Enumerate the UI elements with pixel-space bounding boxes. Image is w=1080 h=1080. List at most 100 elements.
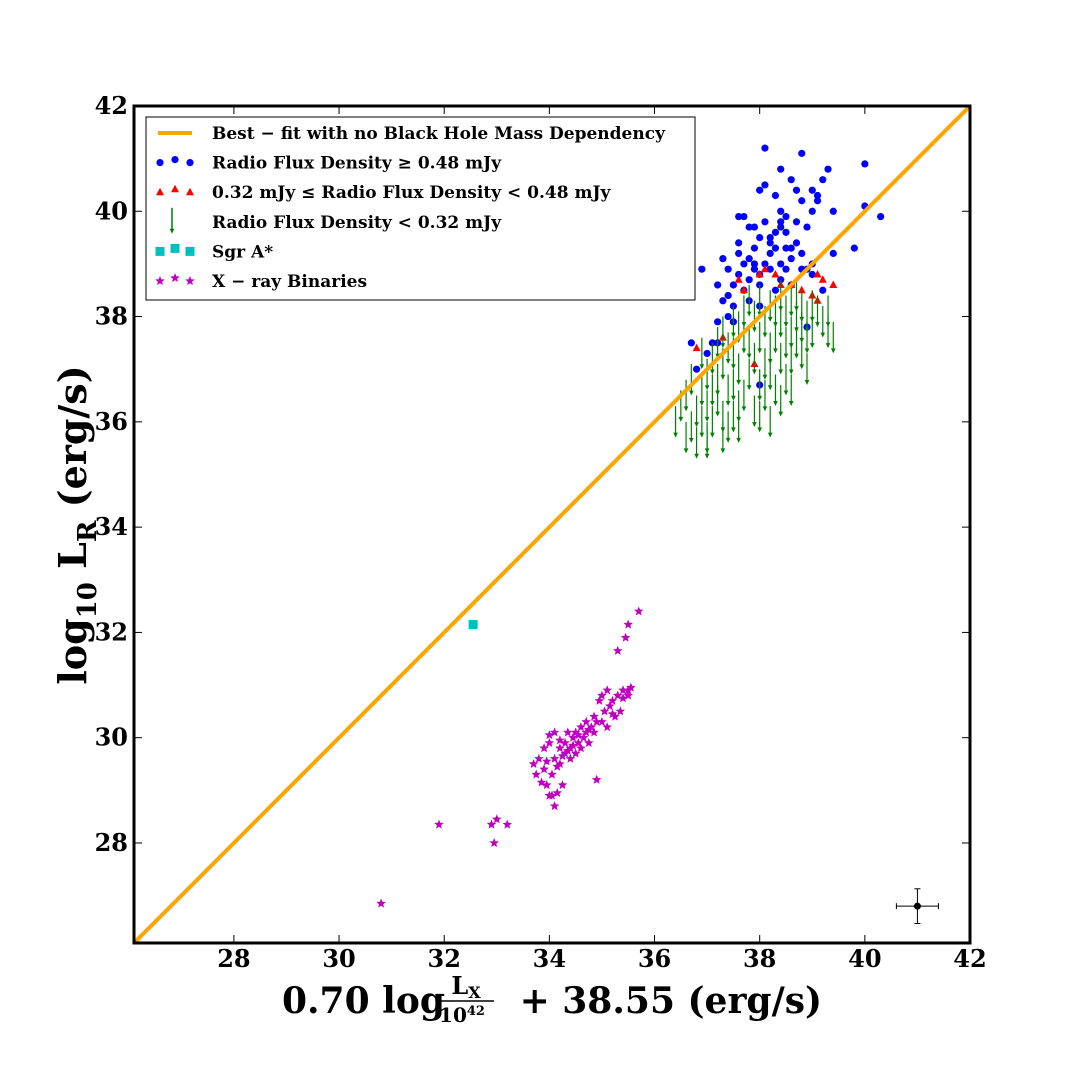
upper-limit-arrow-head: [767, 316, 773, 322]
legend-circle-swatch: [156, 159, 164, 167]
circle-point: [735, 212, 743, 221]
circle-point: [698, 265, 706, 273]
square-point: [468, 620, 478, 630]
upper-limit-arrow: [809, 316, 815, 349]
star-point: [613, 645, 623, 655]
circle-point: [861, 160, 869, 168]
star-point: [584, 724, 594, 734]
star-point: [563, 727, 573, 737]
circle-point: [724, 265, 732, 273]
upper-limit-arrow: [699, 406, 705, 438]
upper-limit-arrow-head: [725, 358, 731, 364]
legend-triangle-swatch: [171, 184, 179, 193]
star-point: [531, 769, 541, 779]
legend-entry-detected: Radio Flux Density ≥ 0.48 mJy: [156, 154, 502, 174]
star-point: [563, 745, 573, 755]
upper-limit-arrow: [804, 321, 810, 354]
upper-limit-arrow-head: [778, 369, 784, 375]
upper-limit-arrow-head: [699, 364, 705, 370]
circle-point: [719, 255, 727, 263]
upper-limit-arrow-head: [794, 306, 799, 312]
upper-limit-arrow: [725, 374, 731, 407]
star-point: [602, 722, 612, 732]
upper-limit-arrow-head: [710, 369, 715, 375]
star-point: [552, 761, 562, 771]
upper-limit-arrow-head: [710, 432, 715, 438]
y-axis-title-suffix: (erg/s): [50, 365, 95, 507]
circle-point: [729, 281, 737, 289]
upper-limit-arrow: [799, 337, 805, 370]
upper-limit-arrow: [762, 348, 768, 380]
y-tick-label: 34: [95, 512, 128, 541]
star-point: [591, 774, 602, 784]
star-point: [557, 751, 568, 761]
upper-limit-arrow-head: [788, 369, 794, 375]
upper-limit-arrow-head: [762, 332, 768, 338]
triangle-point: [739, 285, 748, 294]
star-point: [615, 706, 626, 716]
upper-limit-arrow: [746, 327, 752, 359]
star-point: [434, 819, 444, 829]
y-axis-title-prefix-sub: 10: [73, 582, 103, 618]
star-point: [607, 709, 618, 719]
star-point: [570, 748, 581, 758]
circle-point: [782, 244, 790, 252]
upper-limit-arrow-head: [699, 401, 705, 407]
circle-point: [819, 286, 827, 294]
upper-limit-arrow-head: [778, 411, 784, 417]
upper-limit-arrow: [820, 306, 826, 338]
circle-point: [829, 249, 837, 257]
circle-point: [771, 191, 780, 200]
upper-limit-arrow-head: [731, 395, 736, 401]
legend-label-sgr: Sgr A*: [212, 242, 273, 262]
triangle-point: [760, 264, 769, 273]
upper-limit-arrow: [799, 290, 805, 322]
upper-limit-arrow-head: [820, 332, 826, 338]
circle-point: [750, 260, 759, 268]
legend-star-swatch: [170, 273, 180, 282]
circle-point: [719, 297, 727, 305]
series-0: [687, 144, 885, 389]
star-point: [552, 788, 562, 797]
circle-point: [756, 234, 764, 242]
upper-limit-arrow-head: [683, 406, 689, 412]
x-axis-fraction: LX 1042: [438, 971, 494, 1027]
upper-limit-arrow-head: [757, 395, 762, 401]
star-point: [549, 801, 560, 811]
star-point: [534, 753, 544, 763]
circle-point: [735, 270, 743, 279]
upper-limit-arrow: [746, 358, 752, 391]
upper-limit-arrow-head: [704, 385, 710, 391]
triangle-point: [734, 275, 743, 283]
upper-limit-arrow: [752, 342, 757, 375]
star-point: [584, 738, 594, 747]
upper-limit-arrow-head: [746, 385, 752, 391]
circle-point: [714, 281, 722, 289]
legend: Best − fit with no Black Hole Mass Depen…: [145, 116, 696, 301]
upper-limit-arrow: [731, 306, 736, 338]
upper-limit-arrow: [731, 400, 736, 433]
upper-limit-arrow: [815, 295, 820, 328]
circle-point: [777, 165, 785, 173]
star-point: [489, 838, 499, 847]
x-tick-label: 40: [848, 944, 881, 973]
upper-limit-arrow: [683, 421, 689, 454]
circle-point: [724, 312, 732, 321]
upper-limit-arrow: [689, 411, 694, 443]
legend-entry-marginal: 0.32 mJy ≤ Radio Flux Density < 0.48 mJy: [156, 183, 612, 203]
star-point: [597, 716, 607, 726]
star-point: [560, 738, 570, 747]
upper-limit-arrow-head: [809, 343, 815, 349]
upper-limit-arrow: [715, 363, 720, 396]
upper-limit-arrow: [736, 411, 741, 443]
upper-limit-arrow: [710, 374, 715, 407]
circle-point: [782, 265, 790, 273]
star-point: [542, 756, 552, 766]
triangle-point: [818, 275, 827, 283]
y-axis-title-main-sub: R: [73, 520, 103, 542]
upper-limit-arrow-head: [741, 348, 747, 354]
upper-limit-arrow: [767, 406, 773, 438]
circle-point: [787, 176, 795, 184]
circle-point: [771, 286, 780, 294]
